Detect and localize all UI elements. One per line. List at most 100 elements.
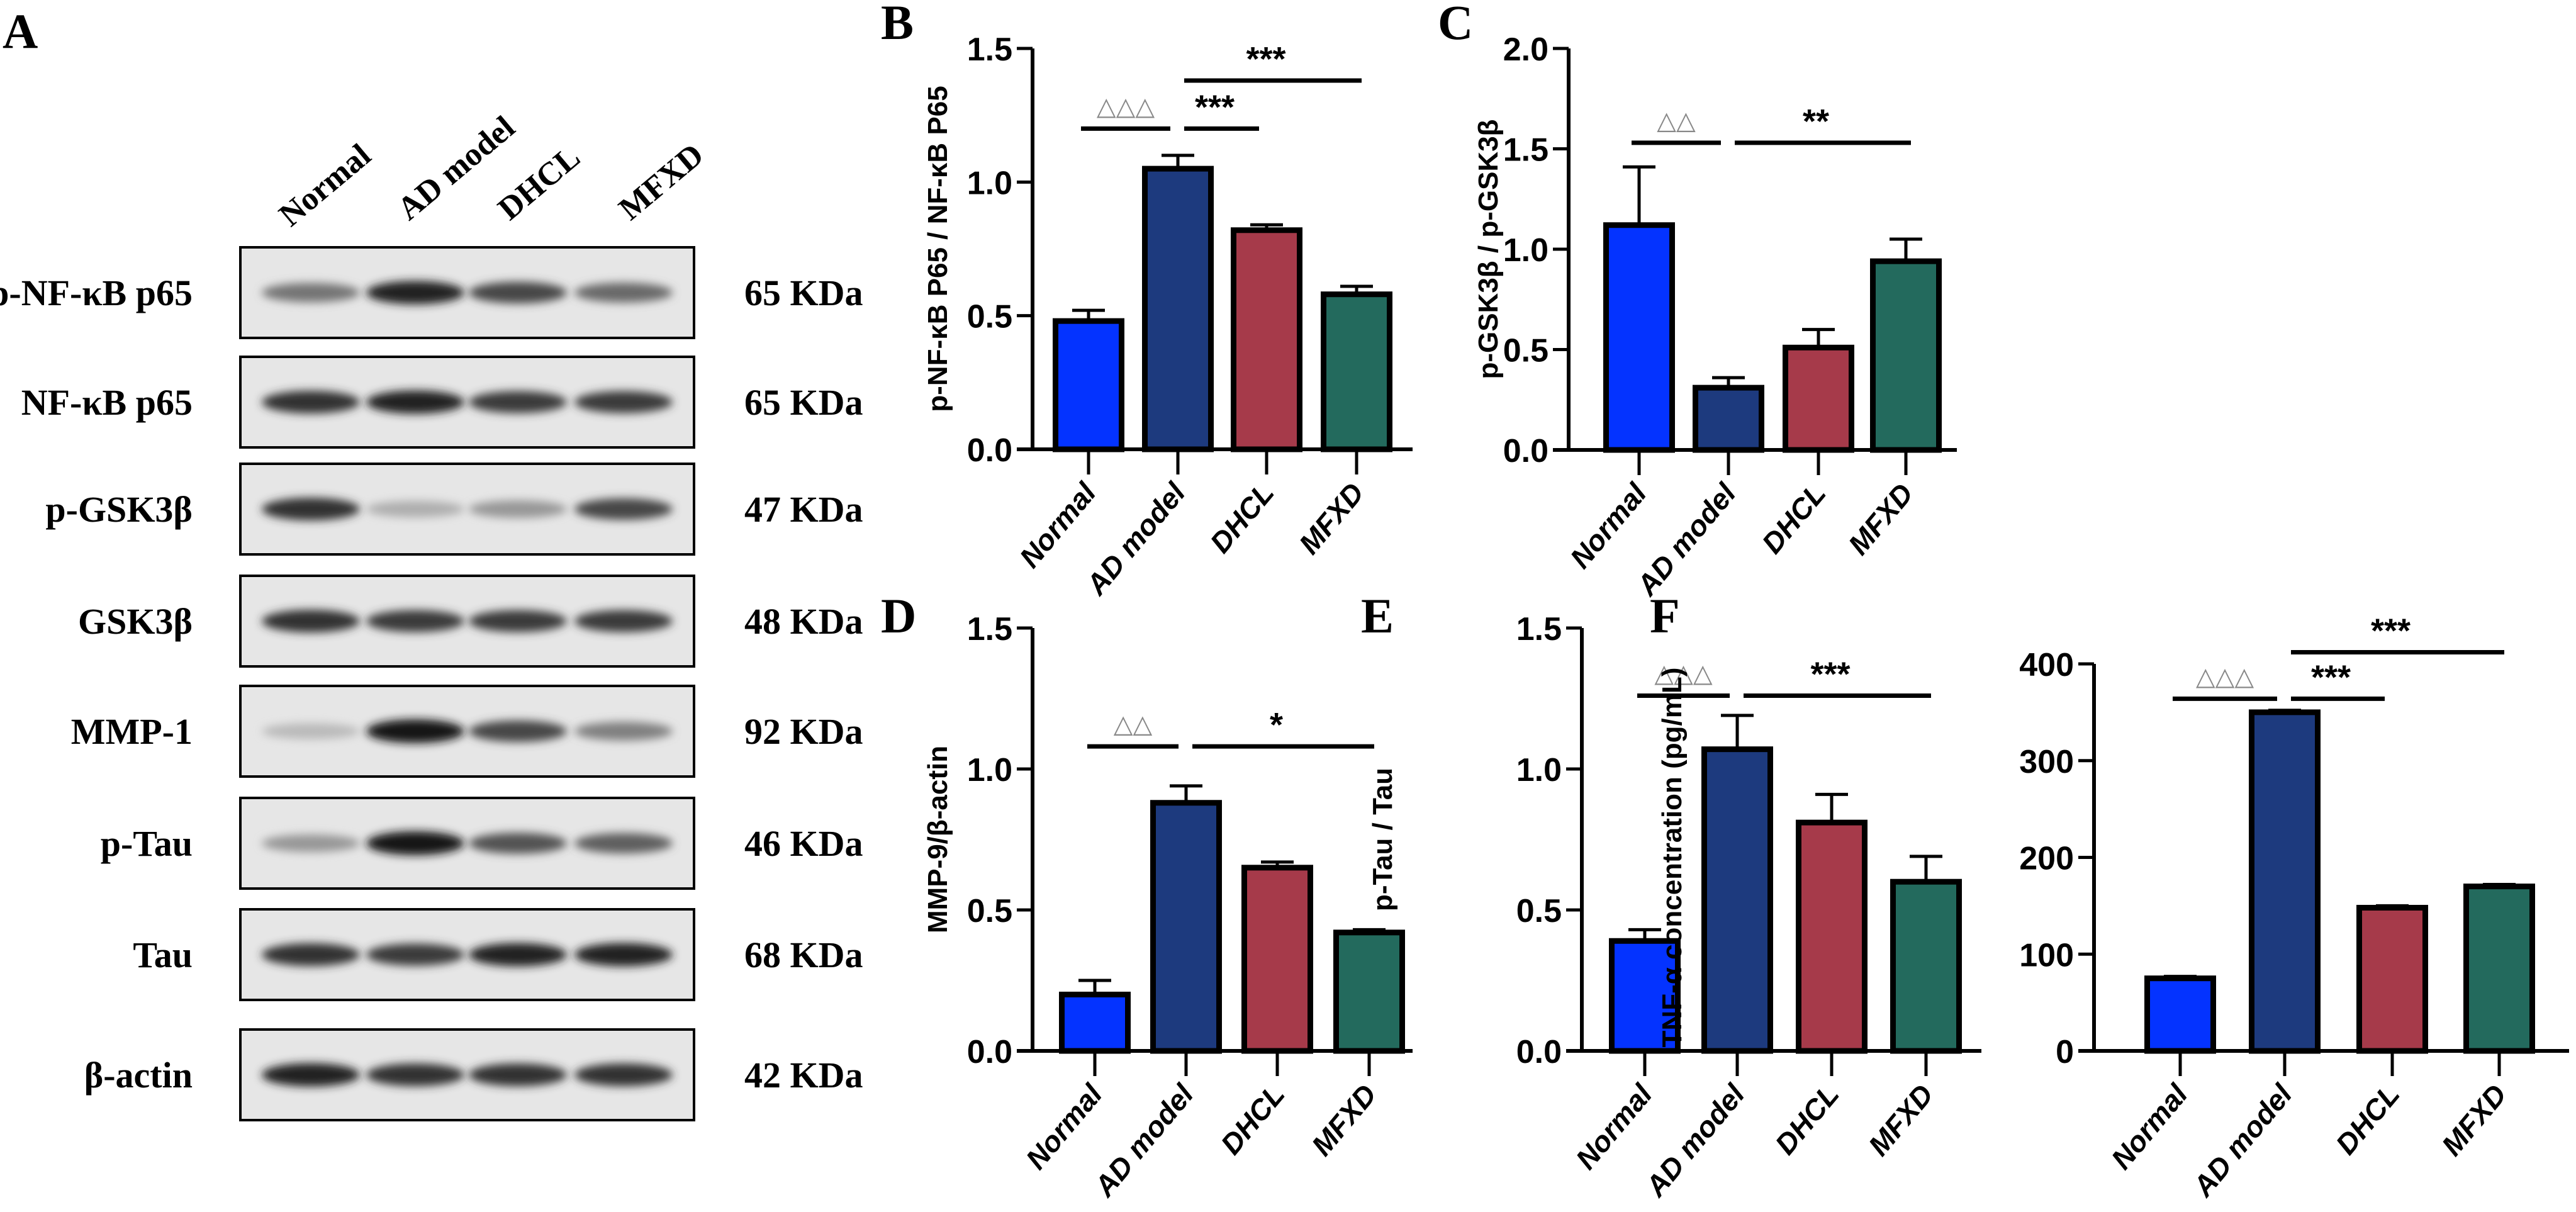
blot-row: MMP-1 92 KDa bbox=[71, 685, 863, 778]
panel-label: C bbox=[1438, 0, 1473, 50]
significance-stars: * bbox=[1270, 706, 1283, 744]
blot-band bbox=[366, 831, 464, 855]
blot-row: β-actin 42 KDa bbox=[84, 1028, 863, 1121]
blot-band bbox=[262, 943, 360, 967]
bar-dhcl bbox=[1796, 819, 1868, 1054]
chart-panel-f: F 0 100 200 300 400 TNF-α concentration (pg/mL… bbox=[1650, 588, 2569, 1203]
y-axis-label: TNF-α concentration (pg/mL) bbox=[1657, 668, 1688, 1048]
bar-dhcl bbox=[1783, 344, 1854, 453]
y-tick-label: 1.5 bbox=[967, 611, 1012, 648]
blot-band bbox=[469, 720, 567, 743]
panel-label: E bbox=[1361, 588, 1394, 643]
bar-normal bbox=[1053, 318, 1124, 452]
bar-ad-model bbox=[2249, 709, 2321, 1054]
protein-label: p-GSK3β bbox=[45, 489, 193, 530]
bar-mfxd bbox=[1870, 258, 1942, 453]
y-tick-label: 400 bbox=[2019, 647, 2074, 683]
significance-triangles: △△ bbox=[1657, 106, 1696, 135]
x-tick-label: AD model bbox=[1638, 1077, 1751, 1203]
y-axis-label: p-Tau / Tau bbox=[1367, 768, 1398, 911]
x-tick-label: Normal bbox=[2105, 1077, 2194, 1176]
panel-label-a: A bbox=[3, 4, 38, 59]
x-tick-label: MFXD bbox=[2435, 1078, 2513, 1162]
y-tick-label: 0 bbox=[2056, 1034, 2074, 1070]
significance-stars: *** bbox=[1246, 40, 1285, 78]
y-tick-label: 1.0 bbox=[1516, 752, 1562, 788]
significance-triangles: △△ bbox=[1114, 710, 1153, 739]
blot-band bbox=[469, 610, 567, 632]
y-tick-label: 1.5 bbox=[967, 31, 1012, 68]
blot-band bbox=[366, 390, 464, 414]
x-tick-label: DHCL bbox=[1769, 1078, 1845, 1160]
y-tick-label: 1.5 bbox=[1503, 132, 1548, 169]
bar-ad-model bbox=[1693, 384, 1764, 453]
y-tick-label: 1.5 bbox=[1516, 611, 1562, 648]
y-tick-label: 200 bbox=[2019, 841, 2074, 877]
y-tick-label: 0.5 bbox=[967, 299, 1012, 335]
blot-row: p-GSK3β 47 KDa bbox=[45, 463, 863, 556]
bar-ad-model bbox=[1701, 746, 1773, 1054]
y-tick-label: 1.0 bbox=[967, 752, 1012, 788]
molecular-weight-label: 42 KDa bbox=[744, 1055, 863, 1096]
blot-band bbox=[574, 283, 673, 303]
blot-band bbox=[574, 610, 673, 632]
protein-label: GSK3β bbox=[78, 601, 193, 642]
bar-mfxd bbox=[2463, 884, 2535, 1054]
bar-dhcl bbox=[1231, 227, 1302, 452]
panel-label: F bbox=[1650, 588, 1680, 643]
blot-band bbox=[469, 943, 567, 967]
protein-label: MMP-1 bbox=[71, 711, 193, 752]
x-tick-label: Normal bbox=[1569, 1077, 1659, 1176]
y-tick-label: 1.0 bbox=[1503, 232, 1548, 269]
blot-band bbox=[366, 719, 464, 743]
blot-band bbox=[366, 281, 464, 305]
blot-band bbox=[574, 391, 673, 413]
blot-band bbox=[574, 498, 673, 520]
y-tick-label: 0.0 bbox=[1503, 433, 1548, 469]
molecular-weight-label: 68 KDa bbox=[744, 934, 863, 975]
blot-band bbox=[262, 497, 360, 521]
blot-band bbox=[366, 943, 464, 966]
blot-band bbox=[262, 834, 360, 853]
blot-band bbox=[469, 833, 567, 854]
blot-band bbox=[262, 609, 360, 633]
y-tick-label: 0.5 bbox=[967, 893, 1012, 929]
blot-band bbox=[574, 722, 673, 741]
x-tick-label: Normal bbox=[1019, 1077, 1109, 1176]
y-tick-label: 300 bbox=[2019, 744, 2074, 780]
blot-band bbox=[469, 391, 567, 413]
lane-label: Normal bbox=[272, 137, 378, 233]
y-axis-label: MMP-9/β-actin bbox=[922, 746, 953, 933]
significance-stars: *** bbox=[2371, 612, 2411, 650]
bar-dhcl bbox=[2356, 904, 2428, 1054]
y-axis-label: p-NF-κB P65 / NF-κB P65 bbox=[922, 86, 953, 412]
blot-band bbox=[262, 390, 360, 414]
bar-mfxd bbox=[1890, 878, 1962, 1054]
significance-stars: *** bbox=[1810, 656, 1850, 693]
blot-band bbox=[366, 500, 464, 518]
blot-row: Tau 68 KDa bbox=[133, 908, 863, 1001]
panel-label: B bbox=[881, 0, 914, 50]
protein-label: p-NF-κB p65 bbox=[0, 272, 193, 313]
blot-band bbox=[262, 723, 360, 739]
protein-label: β-actin bbox=[84, 1055, 193, 1096]
blot-band bbox=[574, 833, 673, 854]
significance-triangles: △△△ bbox=[2196, 662, 2254, 691]
x-tick-label: MFXD bbox=[1305, 1078, 1383, 1162]
x-tick-label: DHCL bbox=[1756, 477, 1832, 559]
x-tick-label: Normal bbox=[1013, 476, 1102, 574]
x-tick-label: MFXD bbox=[1862, 1078, 1940, 1162]
y-tick-label: 0.5 bbox=[1503, 333, 1548, 369]
blot-row: p-NF-κB p65 65 KDa bbox=[0, 246, 863, 339]
blot-band bbox=[574, 943, 673, 967]
bar-normal bbox=[1603, 222, 1675, 453]
blot-row: NF-κB p65 65 KDa bbox=[21, 356, 863, 449]
lane-label: DHCL bbox=[491, 139, 587, 227]
chart-panel-c: C0.00.51.01.52.0p-GSK3β / p-GSK3βNormalA… bbox=[1438, 0, 1957, 602]
bar-dhcl bbox=[1241, 865, 1313, 1054]
molecular-weight-label: 48 KDa bbox=[744, 601, 863, 642]
significance-stars: *** bbox=[2311, 658, 2351, 696]
